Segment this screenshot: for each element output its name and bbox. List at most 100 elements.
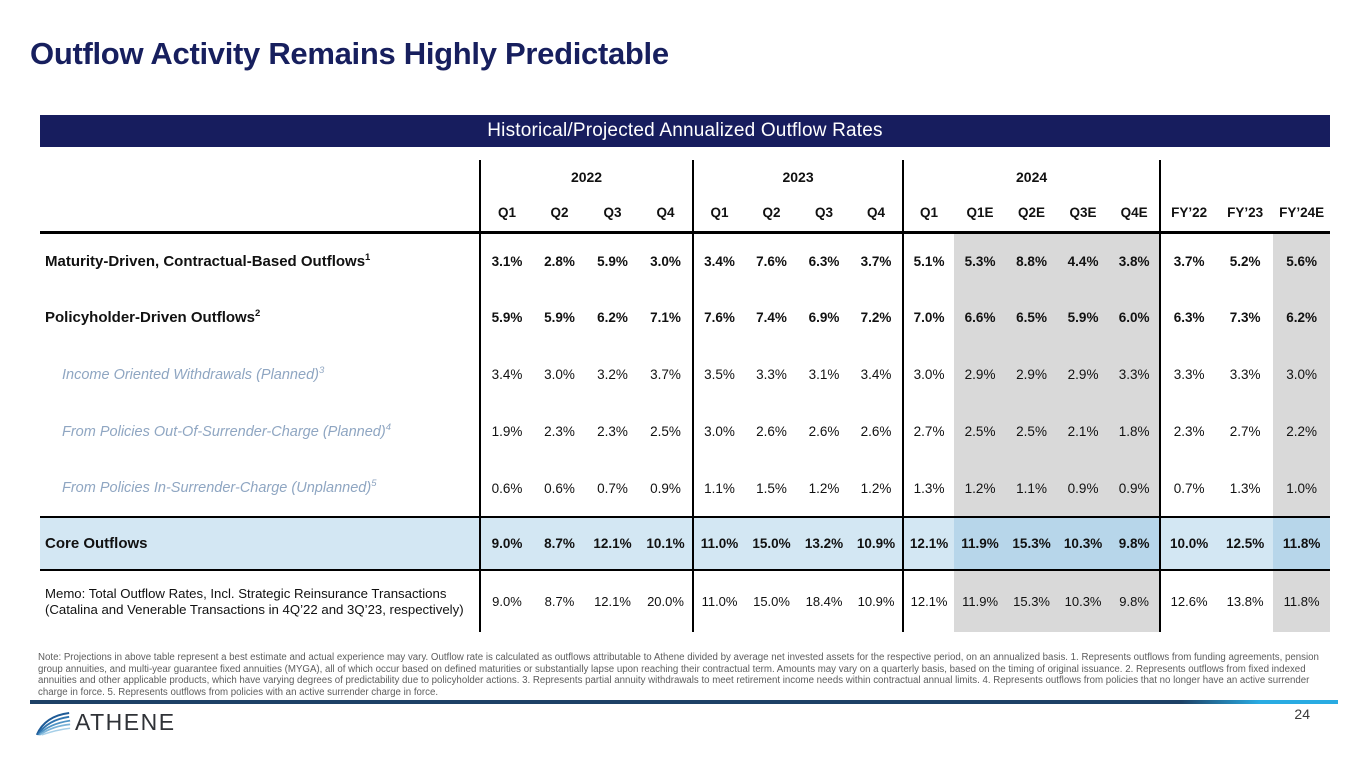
row-label: Income Oriented Withdrawals (Planned)3 — [40, 346, 480, 403]
footnote-text: Note: Projections in above table represe… — [38, 652, 1319, 699]
value-cell: 8.7% — [533, 516, 586, 571]
value-cell: 0.9% — [1057, 460, 1110, 517]
column-header: Q1 — [692, 194, 746, 234]
value-cell: 15.3% — [1006, 516, 1058, 571]
value-cell: 0.9% — [1109, 460, 1161, 517]
table-row: Memo: Total Outflow Rates, Incl. Strateg… — [40, 570, 1331, 632]
table-header: 2022 2023 2024 Q1 Q2 Q3 Q4 Q1 Q2 Q3 Q4 Q1 Q1E Q2E Q3E Q… — [40, 160, 1331, 234]
value-cell: 7.4% — [756, 310, 787, 325]
column-header: Q3 — [586, 194, 639, 234]
outflow-rates-table: 2022 2023 2024 Q1 Q2 Q3 Q4 Q1 Q2 Q3 Q4 Q1 Q1E Q2E Q3E Q… — [40, 160, 1331, 632]
year-header-2024: 2024 — [902, 160, 1161, 194]
footnote-reference: 4 — [385, 421, 391, 433]
value-cell: 2.8% — [544, 253, 575, 269]
value-cell: 11.0% — [692, 516, 746, 571]
value-cell: 1.2% — [860, 480, 892, 496]
value-cell: 3.4% — [479, 346, 533, 403]
value-cell: 5.9% — [544, 310, 575, 325]
value-cell: 2.1% — [1057, 403, 1110, 460]
value-cell: 20.0% — [647, 594, 684, 609]
value-cell: 2.3% — [1159, 403, 1218, 460]
value-cell: 0.6% — [479, 460, 533, 517]
value-cell: 11.9% — [954, 516, 1007, 571]
value-cell: 2.7% — [902, 403, 955, 460]
value-cell: 3.5% — [692, 346, 746, 403]
column-header: Q1E — [954, 194, 1007, 234]
value-cell: 15.0% — [753, 594, 790, 609]
table-row: Maturity-Driven, Contractual-Based Outfl… — [40, 232, 1331, 289]
value-cell: 7.6% — [692, 289, 746, 346]
value-cell: 6.9% — [808, 310, 840, 325]
value-cell: 11.8% — [1273, 570, 1331, 632]
column-header: Q4E — [1109, 194, 1161, 234]
value-cell: 11.0% — [692, 570, 746, 632]
value-cell: 9.8% — [1109, 570, 1161, 632]
column-header: Q2 — [745, 194, 799, 234]
row-label-header — [40, 194, 480, 234]
value-cell: 6.0% — [1109, 289, 1161, 346]
value-cell: 2.9% — [1057, 346, 1110, 403]
value-cell: 3.3% — [1229, 367, 1261, 382]
value-cell: 12.1% — [902, 570, 955, 632]
value-cell: 7.0% — [902, 289, 955, 346]
value-cell: 4.4% — [1057, 232, 1110, 289]
value-cell: 5.9% — [597, 253, 628, 269]
value-cell: 2.6% — [808, 424, 840, 439]
column-header: Q2 — [533, 194, 586, 234]
table-row: Income Oriented Withdrawals (Planned)3 3.… — [40, 346, 1331, 403]
value-cell: 12.1% — [586, 516, 639, 571]
value-cell: 10.3% — [1057, 516, 1110, 571]
athene-swoosh-icon — [35, 712, 71, 736]
value-cell: 2.6% — [860, 424, 892, 439]
value-cell: 10.9% — [857, 594, 895, 609]
value-cell: 1.2% — [954, 460, 1007, 517]
value-cell: 3.7% — [1159, 232, 1218, 289]
value-cell: 2.7% — [1229, 424, 1261, 439]
table-row: From Policies Out-Of-Surrender-Charge (P… — [40, 403, 1331, 460]
value-cell: 3.7% — [860, 253, 892, 269]
value-cell: 1.3% — [902, 460, 955, 517]
column-header: Q1 — [902, 194, 955, 234]
value-cell: 0.7% — [597, 480, 628, 496]
value-cell: 0.9% — [650, 480, 681, 496]
row-label-text: From Policies Out-Of-Surrender-Charge (P… — [62, 423, 386, 440]
row-label: From Policies Out-Of-Surrender-Charge (P… — [40, 403, 480, 460]
value-cell: 3.1% — [808, 367, 840, 382]
value-cell: 3.1% — [479, 232, 533, 289]
value-cell: 5.6% — [1273, 232, 1331, 289]
value-cell: 15.0% — [745, 516, 799, 571]
value-cell: 6.2% — [1273, 289, 1331, 346]
row-label-text: Core Outflows — [45, 535, 148, 552]
value-cell: 8.8% — [1006, 232, 1058, 289]
value-cell: 7.3% — [1229, 310, 1261, 325]
value-cell: 1.3% — [1229, 480, 1261, 496]
value-cell: 0.6% — [544, 480, 575, 496]
table-title-banner: Historical/Projected Annualized Outflow … — [40, 115, 1330, 147]
value-cell: 5.9% — [1057, 289, 1110, 346]
value-cell: 1.1% — [1006, 460, 1058, 517]
value-cell: 1.8% — [1109, 403, 1161, 460]
value-cell: 6.2% — [597, 310, 628, 325]
value-cell: 1.9% — [479, 403, 533, 460]
value-cell: 3.3% — [756, 367, 787, 382]
column-header: Q3 — [798, 194, 851, 234]
value-cell: 12.1% — [902, 516, 955, 571]
value-cell: 7.2% — [860, 310, 892, 325]
value-cell: 3.3% — [1109, 346, 1161, 403]
value-cell: 6.3% — [808, 253, 840, 269]
value-cell: 8.7% — [544, 594, 575, 609]
footnote-reference: 5 — [371, 478, 377, 490]
value-cell: 1.2% — [808, 480, 840, 496]
value-cell: 3.0% — [544, 367, 575, 382]
value-cell: 2.2% — [1273, 403, 1331, 460]
value-cell: 11.9% — [954, 570, 1007, 632]
value-cell: 3.8% — [1109, 232, 1161, 289]
value-cell: 10.1% — [639, 516, 694, 571]
year-header-2022: 2022 — [478, 160, 694, 194]
value-cell: 7.6% — [756, 253, 787, 269]
value-cell: 3.3% — [1159, 346, 1218, 403]
value-cell: 1.0% — [1273, 460, 1331, 517]
value-cell: 2.5% — [1006, 403, 1058, 460]
value-cell: 6.3% — [1159, 289, 1218, 346]
value-cell: 1.1% — [692, 460, 746, 517]
